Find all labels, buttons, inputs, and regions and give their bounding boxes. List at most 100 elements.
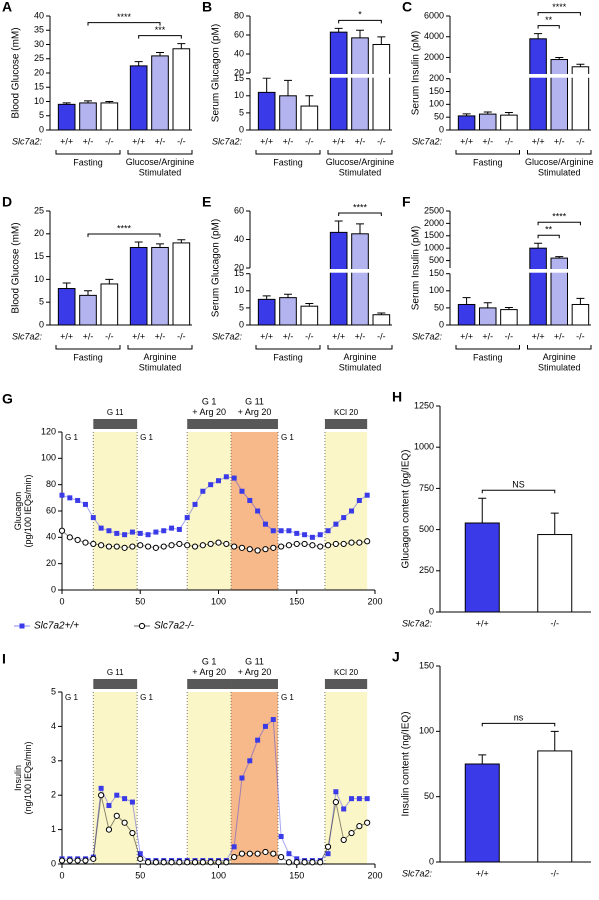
phase-bar — [187, 419, 232, 429]
marker — [239, 488, 245, 494]
bar — [300, 305, 319, 326]
bar — [300, 105, 319, 131]
panel-letter: G — [2, 391, 13, 407]
marker — [317, 543, 324, 550]
significance-label: **** — [117, 223, 132, 233]
bar — [151, 246, 169, 326]
x-tick-label: +/- — [283, 331, 294, 341]
marker — [90, 855, 97, 862]
phase-label: G 1 + Arg 20 — [192, 657, 226, 677]
y-tick-label: 150 — [429, 86, 444, 96]
x-tick-label: -/- — [551, 618, 560, 628]
y-tick-label: 0 — [51, 858, 56, 868]
significance-label: ** — [545, 15, 553, 25]
significance-label: ** — [545, 225, 553, 235]
y-tick-label: 2000 — [424, 52, 444, 62]
marker — [74, 857, 81, 864]
x-tick-label: +/+ — [460, 136, 473, 146]
y-tick-label: 100 — [429, 99, 444, 109]
marker — [19, 623, 25, 629]
marker — [285, 542, 293, 549]
marker — [58, 857, 66, 864]
marker — [106, 528, 112, 534]
marker — [246, 546, 253, 553]
marker — [114, 792, 120, 798]
group-label: Fasting — [473, 352, 503, 362]
x-tick-label: +/+ — [532, 331, 545, 341]
x-tick-label: +/- — [554, 136, 565, 146]
marker — [105, 826, 113, 833]
marker — [137, 542, 144, 549]
error-bar — [356, 29, 364, 38]
y-tick-label: 0 — [439, 124, 444, 134]
x-tick-label: -/- — [377, 136, 386, 146]
series-line — [62, 718, 368, 862]
marker — [82, 501, 88, 507]
legend-label: Slc7a2-/- — [154, 621, 195, 632]
y-tick-label: 15 — [34, 82, 44, 92]
bar — [457, 303, 476, 326]
axis-break — [244, 74, 394, 78]
panel-letter: E — [202, 194, 211, 210]
y-tick-label: 25 — [34, 53, 44, 63]
error-bar — [284, 293, 292, 298]
bar — [100, 283, 119, 326]
group-bracket — [55, 150, 121, 155]
x-tick-label: -/- — [551, 868, 560, 878]
y-tick-label: 2 — [51, 790, 56, 800]
marker — [278, 528, 284, 534]
group-bracket — [527, 345, 592, 350]
error-bar — [550, 512, 559, 535]
group-bracket — [455, 150, 520, 155]
group-label: Arginine Stimulated — [339, 352, 382, 372]
y-tick-label: 0 — [51, 584, 56, 594]
marker — [278, 543, 285, 550]
marker — [122, 796, 128, 802]
y-tick-label: 35 — [34, 25, 44, 35]
group-bracket — [127, 150, 193, 155]
marker — [262, 848, 269, 856]
significance-label: **** — [552, 212, 567, 222]
marker — [270, 717, 276, 723]
significance-bracket — [87, 233, 161, 238]
error-bar — [305, 95, 314, 107]
x-tick-label: +/- — [355, 136, 366, 146]
bar — [478, 307, 497, 326]
x-tick-label: +/+ — [132, 331, 145, 341]
marker — [114, 530, 120, 536]
marker — [138, 622, 146, 630]
bar — [129, 246, 148, 326]
genotype-label: Slc7a2: — [412, 136, 443, 146]
bar — [550, 257, 569, 326]
marker — [364, 538, 371, 545]
y-axis-label: Glucagon content (pg/IEQ) — [401, 450, 412, 569]
marker — [191, 859, 199, 866]
y-tick-label: 20 — [234, 67, 244, 77]
genotype-label: Slc7a2: — [412, 331, 443, 341]
marker — [286, 851, 292, 857]
marker — [90, 515, 96, 521]
marker — [184, 515, 190, 521]
marker — [324, 843, 332, 850]
y-tick-label: 60 — [46, 505, 56, 515]
y-tick-label: 80 — [234, 10, 244, 20]
bar — [151, 55, 169, 131]
marker — [129, 529, 135, 535]
group-bracket — [327, 150, 393, 155]
marker — [152, 544, 159, 551]
y-tick-label: 1500 — [424, 230, 444, 240]
marker — [254, 850, 261, 857]
error-bar — [134, 61, 143, 66]
significance-label: * — [358, 10, 362, 20]
y-tick-label: 5 — [239, 302, 244, 312]
marker — [348, 539, 355, 546]
phase-label: G 1 — [65, 433, 78, 442]
x-tick-label: +/+ — [260, 136, 273, 146]
marker — [255, 508, 261, 514]
y-tick-label: 5 — [51, 686, 56, 696]
marker — [278, 854, 285, 861]
marker — [121, 544, 128, 551]
panel-letter: F — [402, 194, 411, 210]
panel-letter: I — [2, 651, 6, 667]
error-bar — [105, 278, 114, 284]
